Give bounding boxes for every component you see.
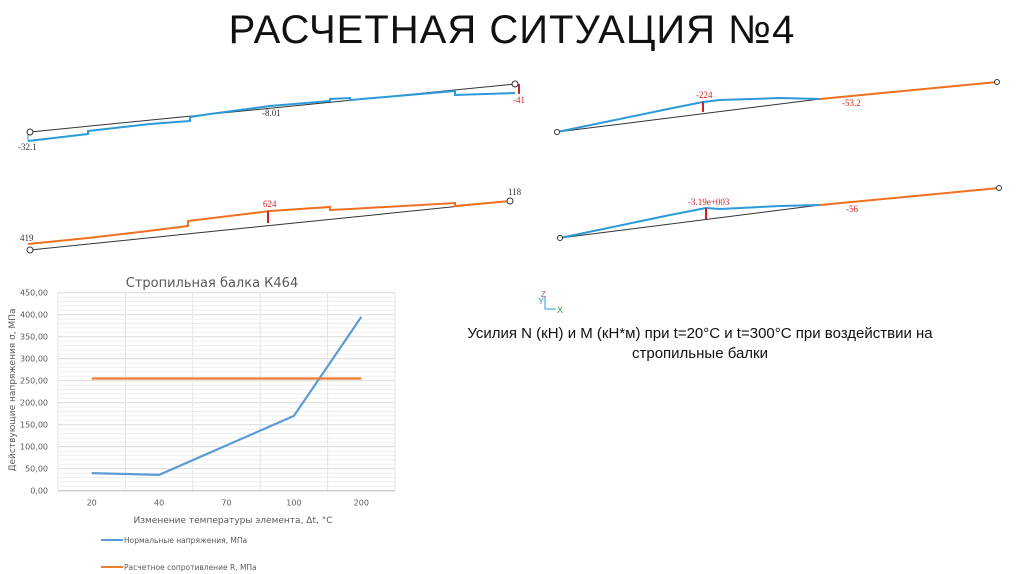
support-node-icon <box>506 197 514 205</box>
y-tick-label: 450,00 <box>20 289 48 298</box>
y-tick-label: 100,00 <box>20 443 48 452</box>
x-tick-label: 40 <box>154 499 164 508</box>
label-value: 118 <box>508 187 522 197</box>
label-value: -3.19e+003 <box>688 197 730 207</box>
support-node-icon <box>511 80 519 88</box>
y-tick-label: 300,00 <box>20 355 48 364</box>
diagram-bottom-right: -3.19e+003 -56 <box>557 185 1002 241</box>
legend-label: Нормальные напряжения, МПа <box>124 536 247 545</box>
support-node-icon <box>996 185 1002 191</box>
label-value: -224 <box>696 90 713 100</box>
y-tick-label: 150,00 <box>20 421 48 430</box>
label-value: -56 <box>846 204 858 214</box>
label-value: -53.2 <box>842 98 861 108</box>
diagram-bottom-left: 419 624 118 <box>20 187 522 254</box>
slide-caption: Усилия N (кН) и М (кН*м) при t=20°С и t=… <box>467 325 933 362</box>
y-tick-label: 0,00 <box>30 487 48 496</box>
support-node-icon <box>26 246 34 254</box>
label-value: 624 <box>263 199 277 209</box>
y-tick-label: 250,00 <box>20 377 48 386</box>
diagram-top-right: -224 -53.2 <box>554 79 1000 135</box>
y-tick-label: 50,00 <box>25 465 48 474</box>
chart-title: Стропильная балка К464 <box>126 276 298 291</box>
support-node-icon <box>26 128 34 136</box>
diagram-top-left: -32.1 -8.01 -41 <box>18 80 525 152</box>
x-tick-label: 70 <box>221 499 231 508</box>
axis-y-label: Y <box>538 296 544 306</box>
label-value: 419 <box>20 233 34 243</box>
label-value: -32.1 <box>18 142 37 152</box>
legend-label: Расчетное сопротивление R, МПа <box>124 563 257 572</box>
slide-title: РАСЧЕТНАЯ СИТУАЦИЯ №4 <box>228 8 796 52</box>
axis-x-label: X <box>557 305 563 315</box>
y-tick-label: 400,00 <box>20 311 48 320</box>
x-axis-label: Изменение температуры элемента, Δt, °С <box>134 516 333 526</box>
y-tick-label: 200,00 <box>20 399 48 408</box>
support-node-icon <box>554 129 560 135</box>
support-node-icon <box>994 79 1000 85</box>
y-axis-label: Действующие напряжения σ, МПа <box>8 308 18 471</box>
x-tick-label: 20 <box>87 499 97 508</box>
coordinate-axes-icon: Y Z X <box>538 290 563 315</box>
label-value: -8.01 <box>262 108 281 118</box>
x-tick-label: 200 <box>354 499 369 508</box>
label-value: -41 <box>513 95 525 105</box>
support-node-icon <box>557 235 563 241</box>
x-tick-label: 100 <box>286 499 301 508</box>
y-tick-label: 350,00 <box>20 333 48 342</box>
axis-z-label: Z <box>541 290 546 299</box>
